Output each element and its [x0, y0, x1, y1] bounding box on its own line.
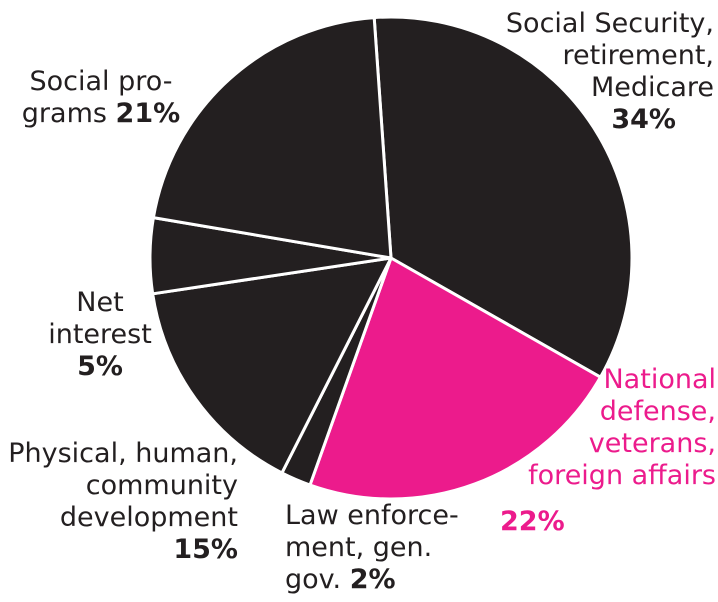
label-net-interest: Net interest 5% — [40, 287, 160, 383]
percent-net-interest: 5% — [77, 351, 123, 382]
percent-national-defense: 22% — [500, 506, 565, 537]
pie-slices — [148, 15, 634, 501]
label-social-security: Social Security, retirement, Medicare 34… — [505, 8, 714, 135]
percent-social-security: 34% — [611, 104, 676, 135]
percent-social-programs: 21% — [115, 98, 181, 129]
label-law-enforcement: Law enforce- ment, gen. gov. 2% — [285, 500, 459, 595]
label-national-defense: National defense, veterans, foreign affa… — [528, 364, 716, 491]
percent-physical-human-community: 15% — [173, 534, 238, 565]
label-social-programs: Social pro- grams 21% — [21, 66, 181, 129]
slice-national-defense — [308, 256, 602, 501]
slice-social-security — [372, 15, 634, 379]
label-physical-human-community: Physical, human, community development 1… — [8, 438, 238, 565]
slice-physical-human-community — [151, 256, 393, 475]
percent-law-enforcement: 2% — [349, 564, 396, 595]
slice-social-programs — [151, 16, 393, 260]
